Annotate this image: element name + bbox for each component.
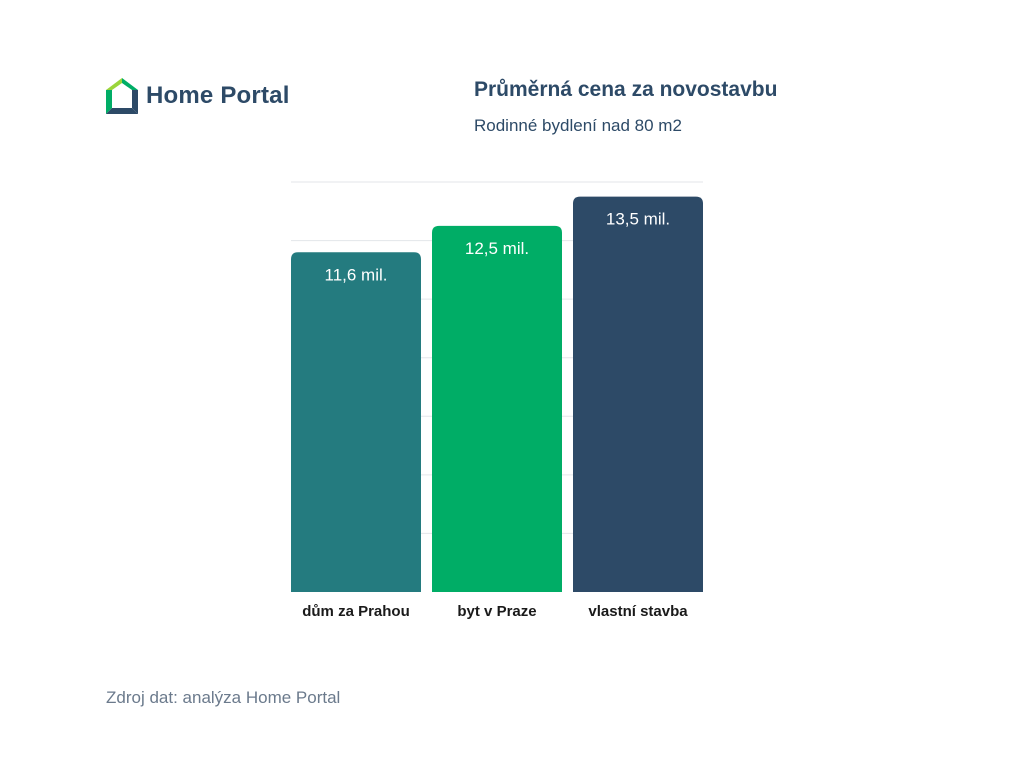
chart-subtitle: Rodinné bydlení nad 80 m2 — [474, 116, 682, 135]
data-source: Zdroj dat: analýza Home Portal — [106, 688, 341, 707]
bar-2 — [432, 225, 562, 592]
bar-1 — [291, 252, 421, 593]
bar-value-label: 12,5 mil. — [465, 239, 529, 258]
category-label: byt v Praze — [457, 603, 536, 620]
bar-value-label: 11,6 mil. — [325, 265, 388, 284]
brand-logo: Home Portal — [106, 78, 290, 114]
brand-name: Home Portal — [146, 82, 290, 109]
category-label: vlastní stavba — [588, 603, 688, 620]
category-label: dům za Prahou — [302, 603, 410, 620]
house-logo-icon — [106, 78, 138, 114]
bar-3 — [573, 196, 703, 592]
bar-value-label: 13,5 mil. — [606, 210, 670, 229]
chart-title: Průměrná cena za novostavbu — [474, 78, 778, 101]
